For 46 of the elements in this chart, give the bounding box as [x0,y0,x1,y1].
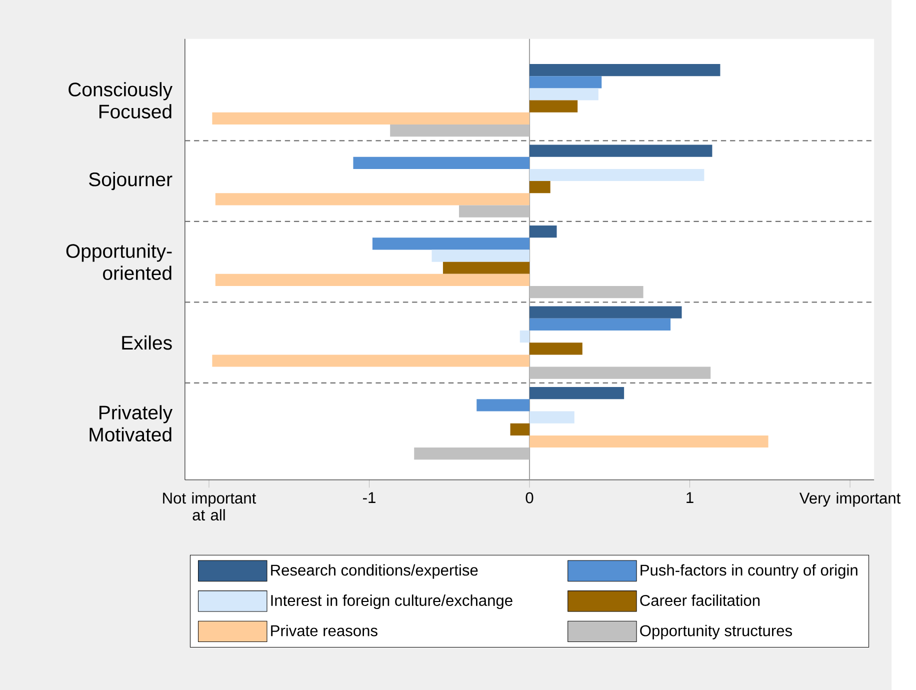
bar [372,238,530,250]
bar [530,286,644,298]
bar [530,100,578,112]
bar [414,448,530,460]
y-tick-label: Sojourner [89,172,172,190]
bar [520,330,530,343]
bar [530,88,598,100]
bar [215,274,530,286]
bar [530,144,712,157]
bar [530,168,704,182]
bar [212,112,530,124]
legend-label: Career facilitation [640,594,760,606]
bar [530,411,574,424]
bar [530,318,671,330]
legend-label: Private reasons [271,624,378,636]
x-tick-label: -1 [363,492,376,503]
x-tick-label: 0 [526,492,534,504]
x-tick-label: Very important [799,492,901,507]
bar [530,76,602,88]
legend-label: Interest in foreign culture/exchange [271,594,512,610]
y-tick-label: Privately Motivated [90,405,173,442]
legend-label: Opportunity structures [640,624,792,640]
legend-label: Research conditions/expertise [271,564,478,579]
bar [530,181,550,194]
bar [530,225,557,238]
bar [530,306,682,318]
y-tick-label: Opportunity-oriented [66,244,172,280]
y-tick-label: Consciously Focused [68,82,172,118]
bar [458,205,530,218]
bar [442,262,530,274]
bar [530,342,582,355]
bar [530,366,711,379]
y-tick-label: Exiles [122,335,172,350]
bar [530,386,624,400]
legend-label: Push-factors in country of origin [640,564,858,579]
bar [353,156,530,169]
bar [390,124,530,137]
bar [530,64,720,76]
x-tick-label: 1 [686,492,694,503]
bar [530,435,768,448]
bar [215,193,530,206]
x-tick-label: Not important at all [163,492,256,520]
bar [476,399,530,412]
bar [510,423,530,436]
bar [212,354,530,367]
bar [432,250,530,262]
